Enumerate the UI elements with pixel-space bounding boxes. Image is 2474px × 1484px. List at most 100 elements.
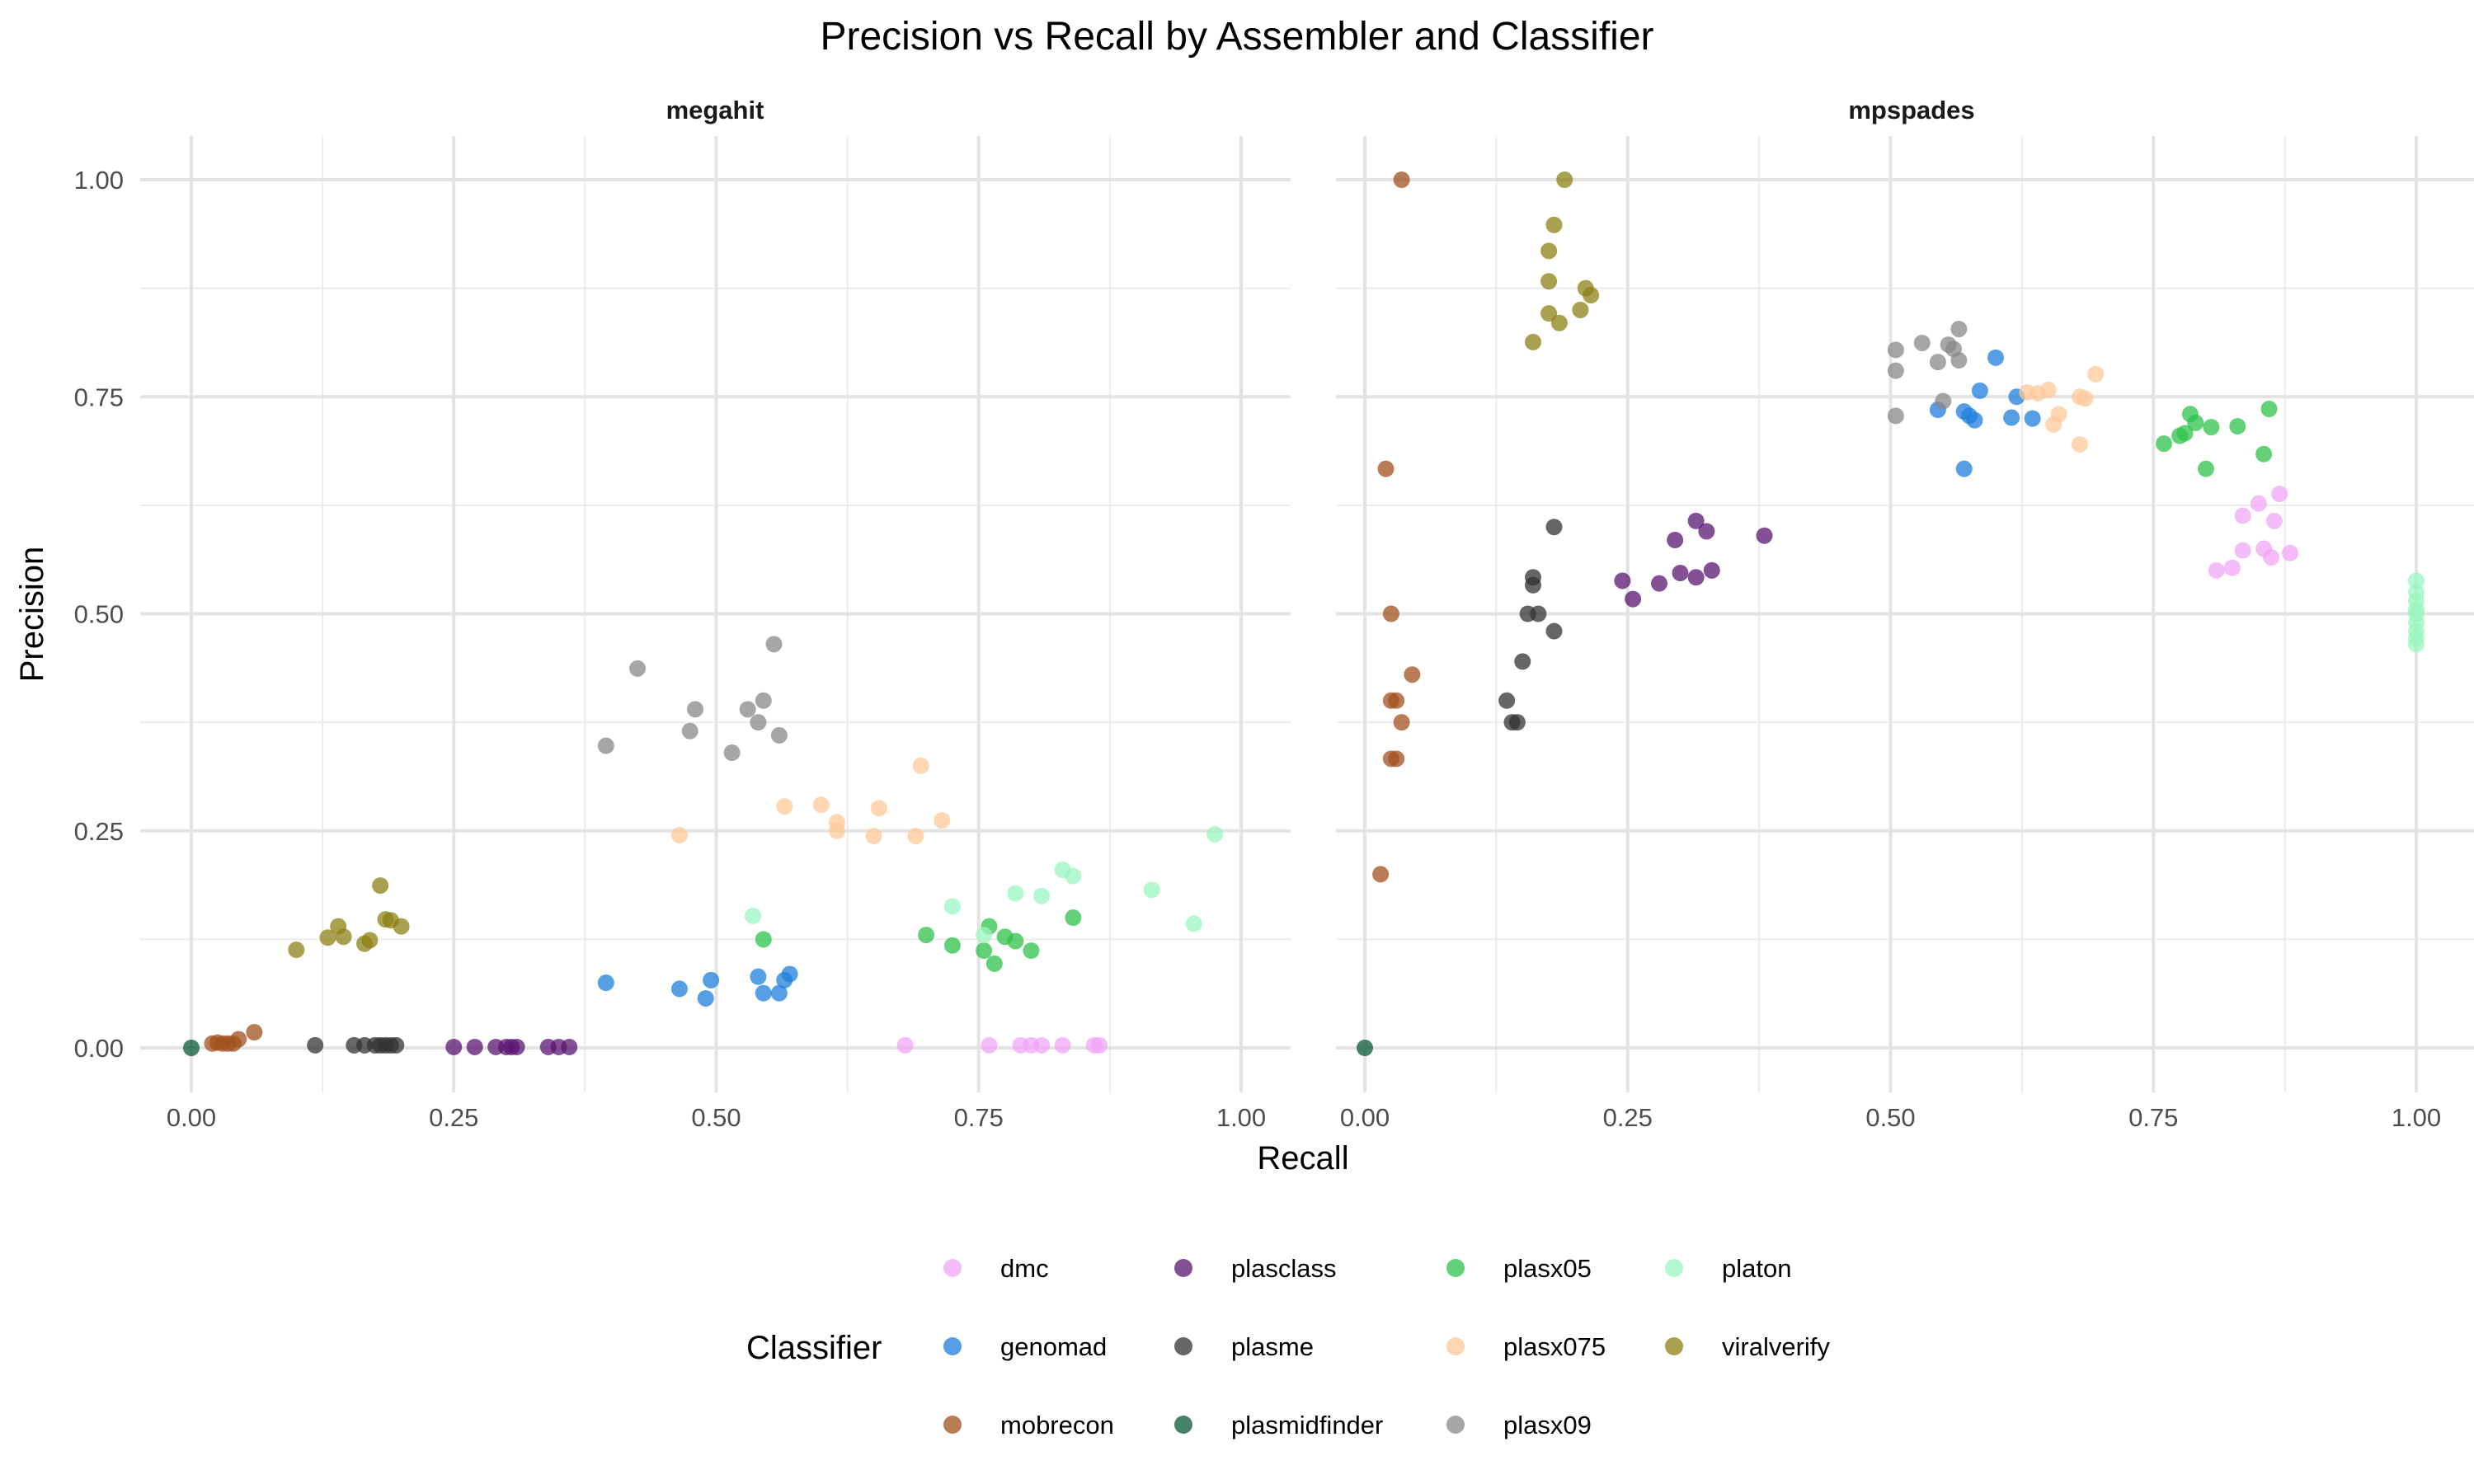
ticks-mpspades: 0.00 0.25 0.50 0.75 1.00: [1340, 1103, 2441, 1132]
point-plasx05: [976, 942, 993, 960]
point-plasx09: [723, 744, 741, 761]
legend-label-genomad: genomad: [1000, 1332, 1107, 1361]
legend-item-viralverify: viralverify: [1665, 1332, 1830, 1361]
point-plasclass: [1651, 575, 1667, 592]
point-dmc: [2223, 559, 2241, 576]
point-plasx09: [597, 737, 614, 754]
point-genomad: [2024, 410, 2041, 427]
point-plasx075: [912, 757, 929, 774]
legend-title: Classifier: [746, 1330, 882, 1366]
point-plasclass: [1667, 531, 1684, 548]
point-viralverify: [1583, 287, 1600, 304]
legend-key-viralverify: [1665, 1337, 1683, 1355]
point-plasx05: [2176, 425, 2194, 442]
point-viralverify: [335, 928, 352, 946]
panel-strip-label: mpspades: [1848, 96, 1974, 124]
point-dmc: [1054, 1036, 1071, 1054]
y-tick-label: 0.00: [74, 1034, 124, 1063]
point-plasx09: [770, 726, 788, 744]
point-mobrecon: [1388, 692, 1405, 709]
point-genomad: [1987, 349, 2004, 366]
point-plasx075: [670, 827, 688, 844]
point-viralverify: [1572, 301, 1589, 318]
legend-key-plasmidfinder: [1174, 1416, 1192, 1434]
point-platon: [2408, 636, 2425, 653]
legend-label-plasclass: plasclass: [1231, 1254, 1337, 1283]
legend-item-plasmidfinder: plasmidfinder: [1174, 1411, 1383, 1439]
point-dmc: [2271, 486, 2288, 503]
point-plasx05: [1007, 932, 1024, 950]
point-genomad: [597, 974, 614, 992]
point-genomad: [1971, 382, 1988, 399]
point-plasx075: [2039, 381, 2057, 398]
point-plasme: [1545, 622, 1563, 640]
point-plasclass: [466, 1038, 483, 1055]
point-plasx075: [812, 796, 830, 814]
y-tick-label: 0.50: [74, 600, 124, 629]
point-mobrecon: [1377, 460, 1395, 477]
point-genomad: [670, 980, 688, 998]
y-ticks: 0.00 0.25 0.50 0.75 1.00: [74, 166, 124, 1063]
point-plasclass: [1672, 565, 1689, 582]
legend-label-platon: platon: [1722, 1254, 1791, 1283]
x-tick-label: 1.00: [1216, 1103, 1266, 1132]
point-plasx09: [1887, 362, 1904, 379]
legend-item-mobrecon: mobrecon: [943, 1411, 1114, 1439]
point-genomad: [770, 984, 788, 1002]
legend-label-plasme: plasme: [1231, 1332, 1314, 1361]
point-viralverify: [372, 877, 389, 895]
point-plasx05: [2260, 400, 2278, 417]
y-tick-label: 1.00: [74, 166, 124, 195]
point-dmc: [2208, 561, 2225, 579]
legend-label-plasx075: plasx075: [1503, 1332, 1606, 1361]
point-plasme: [388, 1036, 405, 1054]
panel-mpspades: mpspades 0.00 0.25 0.50 0.75 1.00: [1336, 96, 2474, 1132]
point-plasx075: [2077, 390, 2094, 407]
point-plasx05: [2229, 418, 2246, 435]
y-tick-label: 0.25: [74, 817, 124, 846]
point-dmc: [1091, 1036, 1108, 1054]
legend-item-plasme: plasme: [1174, 1332, 1314, 1361]
point-plasx05: [2156, 435, 2172, 453]
point-dmc: [2282, 544, 2298, 561]
point-platon: [1185, 915, 1202, 932]
point-genomad: [697, 989, 714, 1007]
point-plasclass: [1687, 512, 1705, 529]
panel-megahit: megahit 0.00 0.25 0.50 0.75 1.00: [140, 96, 1291, 1132]
x-tick-label: 0.25: [1603, 1103, 1653, 1132]
point-plasx09: [1950, 352, 1968, 369]
point-plasx05: [985, 955, 1003, 972]
point-plasmidfinder: [1357, 1040, 1373, 1056]
legend-label-dmc: dmc: [1000, 1254, 1049, 1283]
point-plasclass: [1756, 527, 1773, 544]
point-dmc: [2265, 512, 2283, 529]
point-plasx09: [681, 722, 698, 740]
x-tick-label: 0.50: [1865, 1103, 1915, 1132]
point-plasx05: [2187, 414, 2204, 431]
legend-label-plasx05: plasx05: [1503, 1254, 1592, 1283]
legend-item-plasx09: plasx09: [1446, 1411, 1592, 1439]
x-tick-label: 0.75: [954, 1103, 1004, 1132]
point-platon: [1007, 885, 1024, 902]
point-plasclass: [1703, 561, 1720, 579]
legend-items: dmc genomad mobrecon plasclass plasme plasmid…: [943, 1254, 1830, 1439]
point-plasme: [1530, 605, 1547, 622]
ticks-megahit: 0.00 0.25 0.50 0.75 1.00: [167, 1103, 1266, 1132]
point-plasx075: [2072, 436, 2088, 453]
point-genomad: [781, 965, 798, 983]
point-genomad: [1955, 460, 1973, 477]
legend-key-plasx09: [1446, 1416, 1465, 1434]
point-plasx075: [2050, 406, 2067, 423]
point-viralverify: [393, 918, 410, 935]
point-plasx09: [1913, 334, 1931, 351]
legend-item-dmc: dmc: [943, 1254, 1049, 1283]
point-plasx075: [865, 828, 882, 845]
point-plasme: [307, 1036, 324, 1054]
legend-key-plasme: [1174, 1337, 1192, 1355]
legend-item-plasx05: plasx05: [1446, 1254, 1592, 1283]
point-plasx075: [870, 800, 887, 817]
point-plasx09: [1887, 341, 1904, 359]
y-axis-title: Precision: [14, 547, 50, 683]
point-plasme: [1525, 576, 1541, 594]
